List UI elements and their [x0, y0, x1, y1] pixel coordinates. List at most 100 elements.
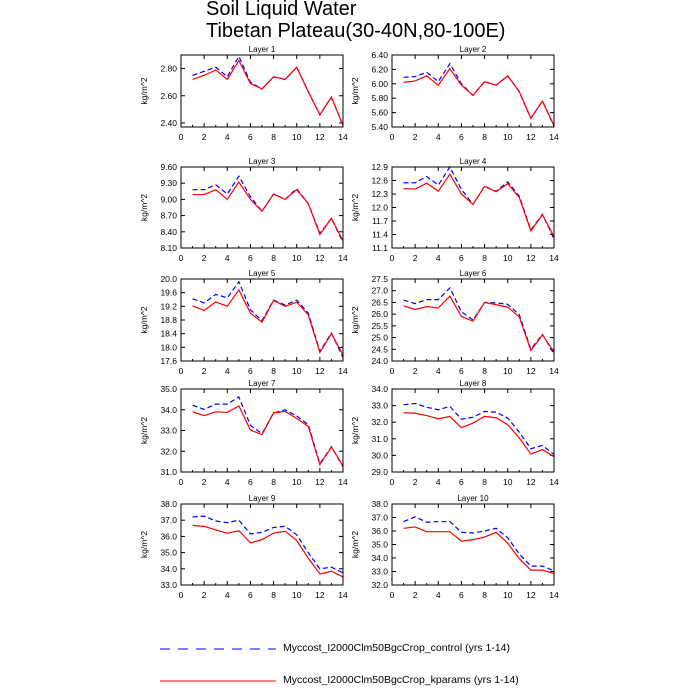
panel-title: Layer 8: [460, 379, 487, 388]
y-axis-label: kg/m^2: [350, 194, 360, 221]
plot-frame: [180, 54, 344, 128]
x-tick-label: 10: [503, 253, 513, 263]
y-tick-label: 37.0: [160, 515, 177, 525]
plot-frame: [180, 503, 344, 586]
y-tick-label: 12.0: [371, 203, 388, 213]
y-axis-label: kg/m^2: [139, 77, 149, 104]
series-line-control: [192, 55, 344, 126]
x-tick-label: 2: [413, 590, 418, 600]
legend-label-kparams: Myccost_I2000Clm50BgcCrop_kparams (yrs 1…: [283, 674, 519, 686]
panel-layer-3: Layer 3 kg/m^2 0 2 4 6 8 10 12 14 8.10 8.40 8.70 9.00…: [139, 157, 348, 263]
y-tick-label: 12.9: [371, 162, 388, 172]
x-tick-label: 8: [482, 590, 487, 600]
x-tick-label: 8: [271, 366, 276, 376]
panel-title: Layer 1: [249, 45, 276, 54]
x-tick-label: 10: [292, 132, 302, 142]
plot-frame: [391, 278, 555, 362]
x-tick-label: 0: [179, 132, 184, 142]
y-tick-label: 32.0: [371, 417, 388, 427]
plot-frame: [391, 54, 555, 128]
x-tick-label: 2: [413, 132, 418, 142]
y-tick-label: 37.0: [371, 513, 388, 523]
x-tick-label: 2: [413, 366, 418, 376]
y-axis-label: kg/m^2: [350, 306, 360, 333]
panel-layer-2: Layer 2 kg/m^2 0 2 4 6 8 10 12 14 5.40 5.60 5.80 6.00…: [350, 45, 559, 142]
y-tick-label: 26.0: [371, 309, 388, 319]
x-tick-label: 6: [248, 132, 253, 142]
plot-frame: [391, 388, 555, 473]
x-tick-label: 8: [482, 477, 487, 487]
plot-frame: [180, 388, 344, 473]
y-tick-label: 31.0: [160, 467, 177, 477]
x-tick-label: 4: [436, 132, 441, 142]
chart-title: Soil Liquid Water: [206, 0, 357, 20]
y-tick-label: 33.0: [371, 567, 388, 577]
series-line-kparams: [403, 295, 555, 353]
y-tick-label: 34.0: [371, 553, 388, 563]
x-tick-label: 4: [225, 590, 230, 600]
x-tick-label: 2: [202, 253, 207, 263]
chart-subtitle: Tibetan Plateau(30-40N,80-100E): [206, 20, 506, 42]
panel-layer-7: Layer 7 kg/m^2 0 2 4 6 8 10 12 14 31.0 32.0 33.0 34.0…: [139, 379, 348, 487]
x-tick-label: 4: [436, 366, 441, 376]
x-tick-label: 12: [526, 366, 536, 376]
x-tick-label: 2: [202, 366, 207, 376]
panel-layer-8: Layer 8 kg/m^2 0 2 4 6 8 10 12 14 29.0 30.0 31.0 32.0…: [350, 379, 559, 487]
series-line-control: [192, 515, 344, 574]
y-tick-label: 2.60: [160, 91, 177, 101]
series-line-control: [403, 516, 555, 572]
plot-frame: [391, 166, 555, 249]
x-tick-label: 6: [459, 590, 464, 600]
y-axis-label: kg/m^2: [139, 306, 149, 333]
series-line-kparams: [403, 173, 555, 238]
panel-layer-9: Layer 9 kg/m^2 0 2 4 6 8 10 12 14 33.0 34.0 35.0 36.0…: [139, 494, 348, 600]
series-line-kparams: [192, 405, 344, 467]
x-tick-label: 0: [179, 366, 184, 376]
panel-layer-5: Layer 5 kg/m^2 0 2 4 6 8 10 12 14 17.6 18.0 18.4 18.8…: [139, 269, 348, 376]
series-line-kparams: [192, 288, 344, 356]
y-tick-label: 32.0: [371, 580, 388, 590]
y-tick-label: 34.0: [371, 384, 388, 394]
panel-layer-1: Layer 1 kg/m^2 0 2 4 6 8 10 12 14 2.40 2.60 2.80: [139, 45, 348, 142]
x-tick-label: 0: [179, 590, 184, 600]
y-axis-label: kg/m^2: [350, 77, 360, 104]
x-tick-label: 14: [549, 477, 559, 487]
x-tick-label: 6: [459, 132, 464, 142]
y-tick-label: 11.7: [372, 216, 388, 226]
y-tick-label: 18.4: [160, 329, 177, 339]
panel-title: Layer 7: [249, 379, 276, 388]
x-tick-label: 0: [390, 477, 395, 487]
x-tick-label: 10: [503, 132, 513, 142]
y-tick-label: 6.00: [371, 79, 388, 89]
x-tick-label: 4: [436, 253, 441, 263]
series-line-control: [403, 286, 555, 355]
y-tick-label: 36.0: [160, 531, 177, 541]
y-tick-label: 34.0: [160, 564, 177, 574]
panel-layer-10: Layer 10 kg/m^2 0 2 4 6 8 10 12 14 32.0 33.0 34.0 35.…: [350, 494, 559, 600]
x-tick-label: 14: [549, 590, 559, 600]
x-tick-label: 14: [338, 253, 348, 263]
x-tick-label: 12: [526, 477, 536, 487]
y-tick-label: 20.0: [160, 274, 177, 284]
x-tick-label: 8: [271, 132, 276, 142]
x-tick-label: 10: [292, 366, 302, 376]
x-tick-label: 14: [338, 132, 348, 142]
x-tick-label: 0: [390, 253, 395, 263]
y-tick-label: 36.0: [371, 526, 388, 536]
panel-title: Layer 3: [249, 157, 276, 166]
y-tick-label: 35.0: [371, 540, 388, 550]
x-tick-label: 12: [315, 477, 325, 487]
y-tick-label: 38.0: [160, 499, 177, 509]
y-tick-label: 27.0: [371, 286, 388, 296]
x-tick-label: 10: [292, 590, 302, 600]
panel-title: Layer 4: [460, 157, 487, 166]
y-tick-label: 18.8: [160, 315, 177, 325]
y-tick-label: 11.1: [372, 243, 388, 253]
x-tick-label: 4: [225, 132, 230, 142]
panel-layer-4: Layer 4 kg/m^2 0 2 4 6 8 10 12 14 11.1 11.4 11.7 12.0…: [350, 157, 559, 263]
x-tick-label: 2: [413, 253, 418, 263]
y-tick-label: 5.60: [371, 108, 388, 118]
x-tick-label: 6: [248, 366, 253, 376]
y-tick-label: 8.10: [160, 243, 177, 253]
